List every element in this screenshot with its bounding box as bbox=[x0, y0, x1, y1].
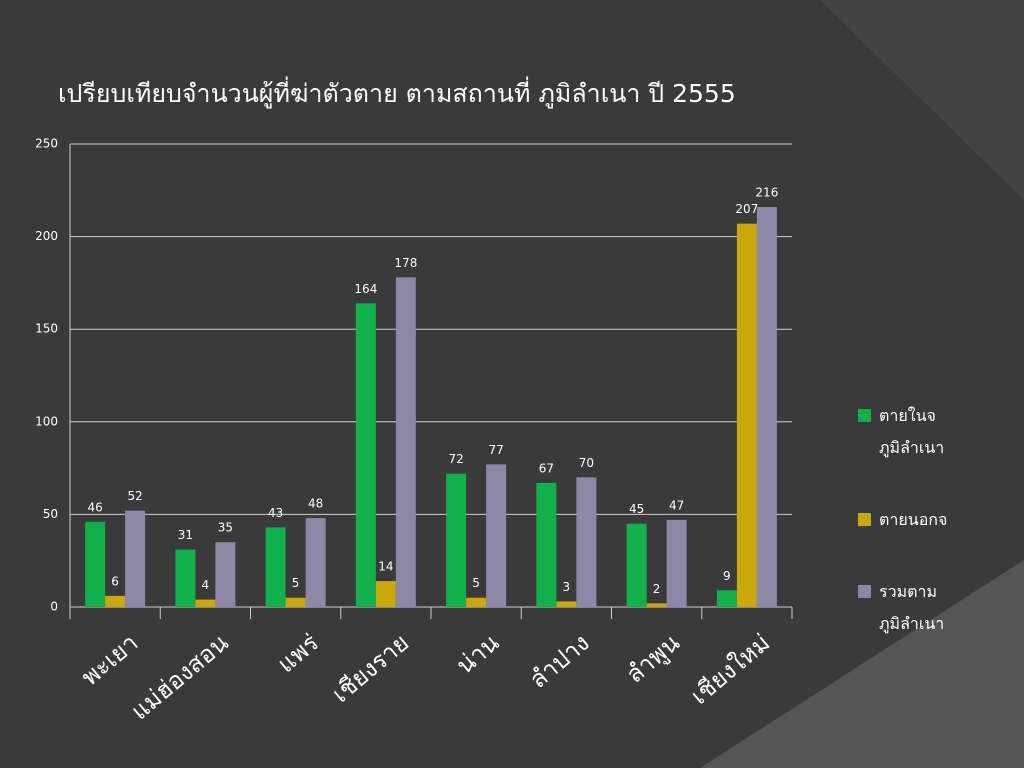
bar bbox=[556, 601, 577, 607]
value-label: 43 bbox=[268, 506, 283, 520]
value-label: 5 bbox=[292, 576, 300, 590]
bar bbox=[666, 519, 687, 607]
bar bbox=[536, 482, 557, 607]
bar bbox=[395, 277, 416, 607]
x-tick-label: พะเยา bbox=[76, 629, 143, 692]
value-label: 67 bbox=[539, 461, 554, 475]
value-label: 48 bbox=[308, 497, 323, 511]
bar bbox=[305, 518, 326, 607]
legend-label: รวมตาม ภูมิลำเนา bbox=[879, 582, 945, 633]
value-label: 14 bbox=[378, 560, 393, 574]
legend-item: รวมตาม ภูมิลำเนา bbox=[858, 576, 968, 640]
value-label: 2 bbox=[653, 582, 661, 596]
value-label: 3 bbox=[563, 580, 571, 594]
bar bbox=[355, 303, 376, 607]
x-tick-label: ลำพูน bbox=[621, 629, 686, 690]
bar bbox=[265, 527, 286, 607]
x-tick-label: แม่ฮ่องสอน bbox=[126, 629, 234, 726]
legend: ตายในจ ภูมิลำเนาตายนอกจรวมตาม ภูมิลำเนา bbox=[858, 400, 968, 680]
value-label: 9 bbox=[723, 569, 731, 583]
y-tick-label: 250 bbox=[35, 137, 58, 151]
value-label: 45 bbox=[629, 502, 644, 516]
legend-swatch bbox=[858, 409, 871, 422]
value-label: 6 bbox=[111, 574, 119, 588]
value-label: 164 bbox=[354, 282, 377, 296]
decor bbox=[700, 560, 1024, 768]
bar bbox=[285, 597, 306, 607]
bar bbox=[756, 206, 777, 607]
chart-title: เปรียบเทียบจำนวนผู้ที่ฆ่าตัวตาย ตามสถานท… bbox=[58, 76, 736, 109]
y-tick-label: 0 bbox=[50, 600, 58, 614]
decor bbox=[820, 0, 1024, 200]
value-label: 178 bbox=[394, 256, 417, 270]
bar bbox=[736, 223, 757, 608]
bar bbox=[375, 581, 396, 607]
bar bbox=[466, 597, 487, 607]
bar bbox=[576, 477, 597, 607]
y-tick-label: 50 bbox=[43, 507, 58, 521]
bar bbox=[626, 523, 647, 607]
x-tick-label: น่าน bbox=[451, 629, 504, 680]
value-label: 5 bbox=[472, 576, 480, 590]
legend-label: ตายในจ ภูมิลำเนา bbox=[879, 406, 945, 457]
legend-swatch bbox=[858, 585, 871, 598]
bar bbox=[716, 590, 737, 607]
value-label: 52 bbox=[127, 489, 142, 503]
x-tick-label: เชียงราย bbox=[327, 629, 414, 709]
value-label: 70 bbox=[579, 456, 594, 470]
legend-item: ตายนอกจ bbox=[858, 504, 968, 536]
value-label: 35 bbox=[218, 521, 233, 535]
value-label: 47 bbox=[669, 498, 684, 512]
bar bbox=[105, 595, 126, 607]
value-label: 31 bbox=[178, 528, 193, 542]
bar bbox=[486, 464, 507, 607]
bar bbox=[85, 521, 106, 607]
y-tick-label: 150 bbox=[35, 322, 58, 336]
bar bbox=[646, 603, 667, 607]
value-label: 77 bbox=[488, 443, 503, 457]
bar bbox=[215, 542, 236, 607]
legend-label: ตายนอกจ bbox=[879, 510, 948, 529]
bar bbox=[446, 473, 467, 607]
bar bbox=[125, 510, 146, 607]
legend-swatch bbox=[858, 513, 871, 526]
legend-item: ตายในจ ภูมิลำเนา bbox=[858, 400, 968, 464]
y-tick-label: 100 bbox=[35, 414, 58, 428]
x-tick-label: แพร่ bbox=[272, 628, 324, 678]
x-tick-label: ลำปาง bbox=[524, 629, 595, 695]
bar bbox=[175, 549, 196, 607]
value-label: 216 bbox=[755, 185, 778, 199]
value-label: 4 bbox=[202, 578, 210, 592]
x-tick-label: เชียงใหม่ bbox=[686, 629, 776, 711]
value-label: 46 bbox=[87, 500, 102, 514]
value-label: 72 bbox=[448, 452, 463, 466]
bar bbox=[195, 599, 216, 607]
value-label: 207 bbox=[735, 202, 758, 216]
y-tick-label: 200 bbox=[35, 229, 58, 243]
